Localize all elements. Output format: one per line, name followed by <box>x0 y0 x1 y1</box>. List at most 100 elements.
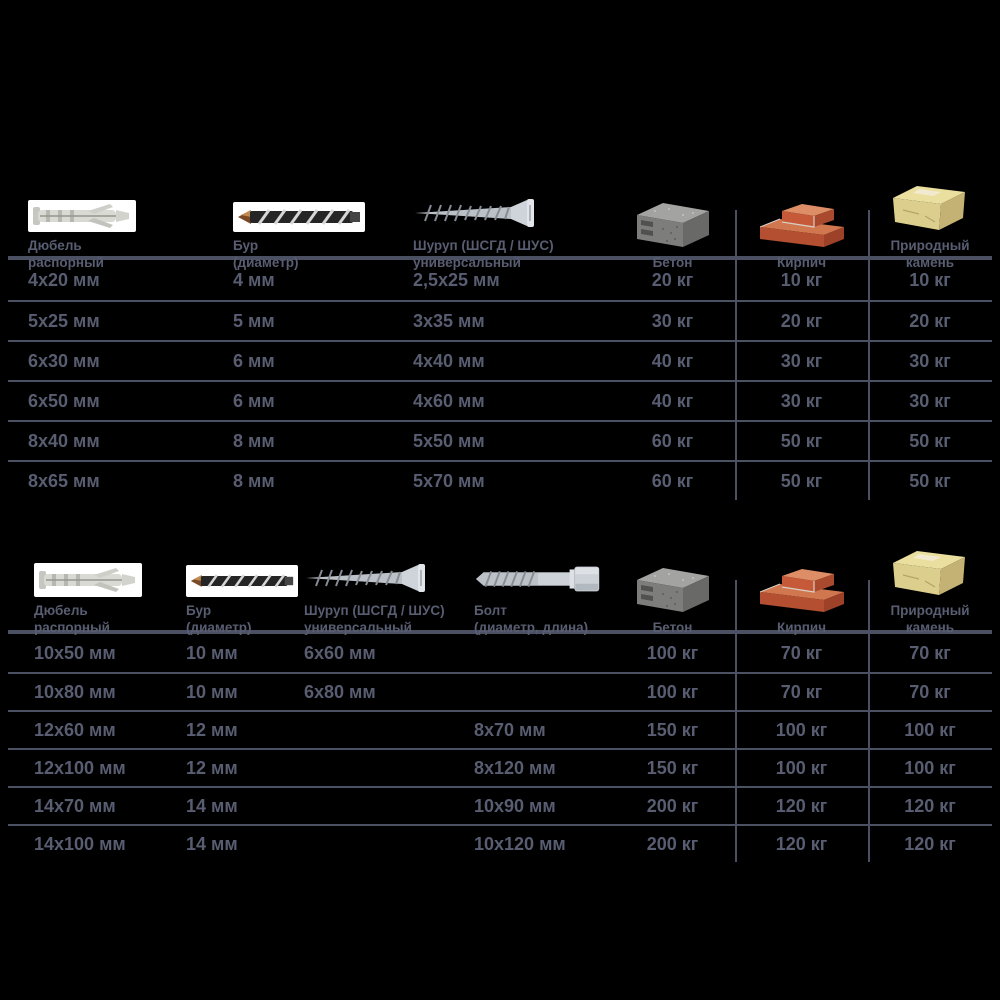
table1-divider-concrete-brick <box>735 210 737 500</box>
cell-stone: 70 кг <box>909 681 951 702</box>
header-drill: Бур (диаметр) <box>186 545 304 644</box>
header-concrete-label: Бетон <box>652 254 693 270</box>
cell-brick: 50 кг <box>780 470 823 491</box>
cell-brick: 10 кг <box>780 269 823 290</box>
cell-bolt: 8х70 мм <box>474 719 546 740</box>
table2-row: 12х100 мм 12 мм 8х120 мм 150 кг 100 кг 1… <box>8 748 992 786</box>
header-screw: Шуруп (ШСГД / ШУС) универсальный <box>304 545 474 644</box>
cell-drill: 12 мм <box>186 757 238 778</box>
cell-concrete: 40 кг <box>651 390 694 411</box>
header-stone: Природный камень <box>868 180 992 279</box>
cell-screw: 5х50 мм <box>413 430 485 451</box>
cell-brick: 120 кг <box>775 833 828 854</box>
header-stone: Природный камень <box>868 545 992 644</box>
drill-image <box>233 202 365 232</box>
cell-screw: 5х70 мм <box>413 470 485 491</box>
header-dowel-label: Дюбель распорный <box>28 238 104 270</box>
cell-drill: 6 мм <box>233 350 275 371</box>
header-stone-label: Природный камень <box>890 238 970 270</box>
brick-image <box>758 201 846 249</box>
dowel-image <box>34 563 142 597</box>
screw-image <box>413 194 547 232</box>
table1-row: 4х20 мм 4 мм 2,5х25 мм 20 кг 10 кг 10 кг <box>8 260 992 300</box>
cell-drill: 14 мм <box>186 833 238 854</box>
table2-row: 14х70 мм 14 мм 10х90 мм 200 кг 120 кг 12… <box>8 786 992 824</box>
cell-screw: 4х60 мм <box>413 390 485 411</box>
cell-stone: 30 кг <box>909 350 951 371</box>
header-brick: Кирпич <box>735 545 868 644</box>
table1-row: 8х40 мм 8 мм 5х50 мм 60 кг 50 кг 50 кг <box>8 420 992 460</box>
table1-row: 6х50 мм 6 мм 4х60 мм 40 кг 30 кг 30 кг <box>8 380 992 420</box>
header-drill-label: Бур (диаметр) <box>233 238 299 270</box>
cell-concrete: 60 кг <box>651 430 694 451</box>
screw-image <box>304 559 438 597</box>
cell-brick: 50 кг <box>780 430 823 451</box>
bolt-image <box>474 561 604 597</box>
table1-header-row: Дюбель распорный <box>8 180 992 270</box>
cell-stone: 100 кг <box>904 757 956 778</box>
cell-stone: 30 кг <box>909 390 951 411</box>
cell-stone: 120 кг <box>904 795 956 816</box>
cell-drill: 5 мм <box>233 310 275 331</box>
cell-screw: 6х80 мм <box>304 681 376 702</box>
header-bolt: Болт (диаметр, длина) <box>474 545 610 644</box>
drill-image <box>186 565 298 597</box>
cell-drill: 10 мм <box>186 681 238 702</box>
header-brick-label: Кирпич <box>776 619 827 635</box>
header-drill: Бур (диаметр) <box>233 180 413 279</box>
stone-image <box>889 545 971 597</box>
stone-image <box>889 180 971 232</box>
header-dowel-label: Дюбель распорный <box>34 603 110 635</box>
cell-concrete: 30 кг <box>651 310 694 331</box>
cell-brick: 100 кг <box>775 757 828 778</box>
cell-concrete: 20 кг <box>651 269 694 290</box>
cell-drill: 14 мм <box>186 795 238 816</box>
concrete-image <box>633 564 713 614</box>
cell-stone: 10 кг <box>909 269 951 290</box>
cell-dowel: 6х50 мм <box>28 390 100 411</box>
cell-brick: 70 кг <box>780 681 823 702</box>
header-dowel: Дюбель распорный <box>8 180 233 279</box>
cell-dowel: 4х20 мм <box>28 269 100 290</box>
header-concrete-label: Бетон <box>652 619 693 635</box>
header-concrete: Бетон <box>610 180 735 279</box>
cell-stone: 20 кг <box>909 310 951 331</box>
header-brick-label: Кирпич <box>776 254 827 270</box>
table-small-dowels: Дюбель распорный <box>8 180 992 500</box>
cell-stone: 120 кг <box>904 833 956 854</box>
cell-drill: 8 мм <box>233 470 275 491</box>
cell-concrete: 100 кг <box>646 681 699 702</box>
table-large-dowels: Дюбель распорный <box>8 545 992 862</box>
cell-dowel: 8х40 мм <box>28 430 100 451</box>
header-screw-label: Шуруп (ШСГД / ШУС) универсальный <box>413 238 554 270</box>
table2-divider-brick-stone <box>868 580 870 862</box>
cell-screw: 3х35 мм <box>413 310 485 331</box>
cell-dowel: 6х30 мм <box>28 350 100 371</box>
cell-concrete: 200 кг <box>646 833 699 854</box>
header-screw-label: Шуруп (ШСГД / ШУС) универсальный <box>304 603 445 635</box>
cell-dowel: 5х25 мм <box>28 310 100 331</box>
cell-dowel: 12х100 мм <box>34 757 126 778</box>
table1-row: 6х30 мм 6 мм 4х40 мм 40 кг 30 кг 30 кг <box>8 340 992 380</box>
header-brick: Кирпич <box>735 180 868 279</box>
cell-stone: 100 кг <box>904 719 956 740</box>
cell-stone: 50 кг <box>909 470 951 491</box>
header-bolt-label: Болт (диаметр, длина) <box>474 603 589 635</box>
concrete-image <box>633 199 713 249</box>
header-concrete: Бетон <box>610 545 735 644</box>
cell-stone: 70 кг <box>909 642 951 663</box>
table2-row: 10х80 мм 10 мм 6х80 мм 100 кг 70 кг 70 к… <box>8 672 992 710</box>
table2-row: 12х60 мм 12 мм 8х70 мм 150 кг 100 кг 100… <box>8 710 992 748</box>
cell-drill: 6 мм <box>233 390 275 411</box>
cell-brick: 30 кг <box>780 390 823 411</box>
cell-concrete: 60 кг <box>651 470 694 491</box>
cell-concrete: 150 кг <box>646 719 699 740</box>
cell-dowel: 10х80 мм <box>34 681 116 702</box>
cell-drill: 4 мм <box>233 269 275 290</box>
cell-drill: 10 мм <box>186 642 238 663</box>
cell-screw: 4х40 мм <box>413 350 485 371</box>
cell-brick: 30 кг <box>780 350 823 371</box>
header-stone-label: Природный камень <box>890 603 970 635</box>
cell-dowel: 10х50 мм <box>34 642 116 663</box>
